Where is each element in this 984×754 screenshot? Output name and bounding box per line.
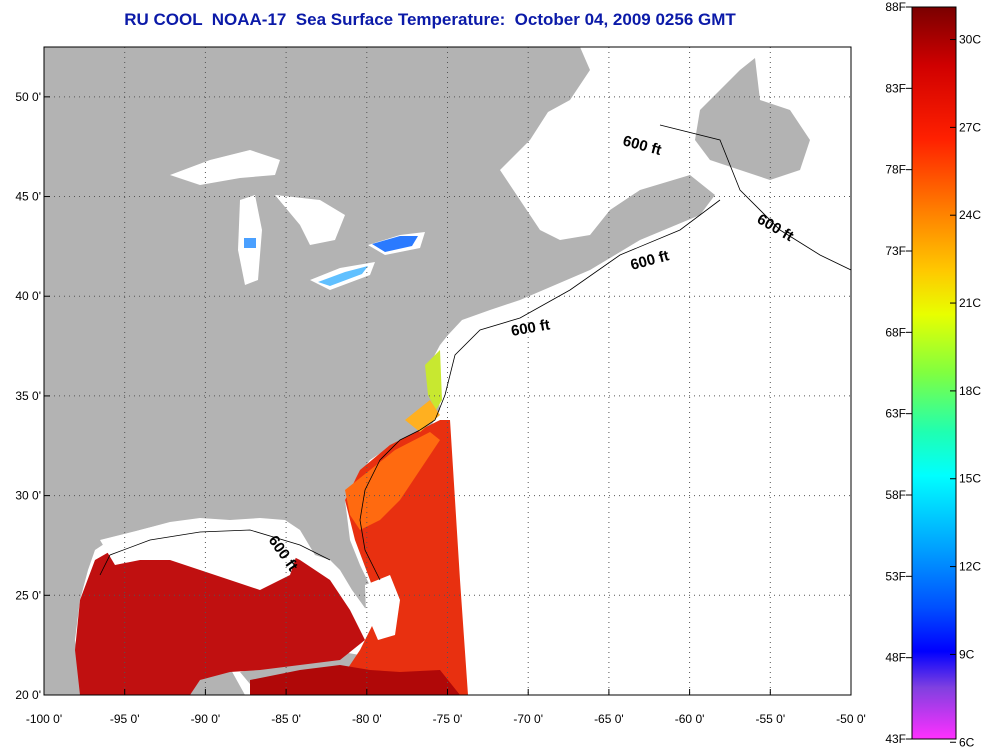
isobath-label: 600 ft <box>510 316 552 340</box>
gulf-st-lawrence <box>560 90 690 175</box>
lake-superior <box>170 150 280 185</box>
x-tick-label: -65 0' <box>594 712 624 726</box>
sst-atlantic-cool <box>345 432 440 530</box>
lake-michigan-sst <box>244 238 256 248</box>
colorbar <box>911 6 957 740</box>
colorbar-f-label: 43F <box>885 732 906 746</box>
grid-lines <box>44 47 851 695</box>
sst-gulf-of-mexico <box>75 535 365 695</box>
sst-gulf-cloud <box>100 520 300 590</box>
colorbar-f-label: 48F <box>885 651 906 665</box>
lake-huron <box>275 195 345 245</box>
x-tick-label: -100 0' <box>26 712 62 726</box>
map-title: RU COOL NOAA-17 Sea Surface Temperature:… <box>124 10 736 29</box>
colorbar-f-label: 88F <box>885 0 906 14</box>
x-tick-label: -70 0' <box>513 712 543 726</box>
colorbar-f-label: 63F <box>885 407 906 421</box>
x-tick-label: -50 0' <box>836 712 866 726</box>
colorbar-c-label: 21C <box>959 296 981 310</box>
y-tick-label: 35 0' <box>15 389 41 403</box>
colorbar-f-label: 78F <box>885 163 906 177</box>
lake-ontario-sst <box>372 236 418 252</box>
colorbar-f-label: 68F <box>885 325 906 339</box>
y-tick-label: 20 0' <box>15 688 41 702</box>
y-axis-ticks: 50 0' 45 0' 40 0' 35 0' 30 0' 25 0' 20 0' <box>15 90 50 702</box>
land-mass <box>44 47 715 695</box>
y-tick-label: 45 0' <box>15 190 41 204</box>
sst-nc-shelf <box>405 400 440 432</box>
y-tick-label: 30 0' <box>15 489 41 503</box>
x-tick-label: -60 0' <box>675 712 705 726</box>
colorbar-c-label: 6C <box>959 735 975 749</box>
colorbar-c-label: 18C <box>959 384 981 398</box>
colorbar-c-label: 30C <box>959 33 981 47</box>
sst-chesapeake <box>425 350 442 410</box>
isobath-600ft <box>99 124 851 581</box>
lake-erie-sst <box>318 266 368 286</box>
x-tick-label: -55 0' <box>755 712 785 726</box>
x-tick-label: -90 0' <box>191 712 221 726</box>
colorbar-c-label: 12C <box>959 560 981 574</box>
colorbar-c-label: 24C <box>959 208 981 222</box>
y-tick-label: 50 0' <box>15 90 41 104</box>
y-tick-label: 40 0' <box>15 289 41 303</box>
x-tick-label: -80 0' <box>352 712 382 726</box>
sst-florida-cloud <box>365 575 400 640</box>
x-axis-ticks: -100 0' -95 0' -90 0' -85 0' -80 0' -75 0' -70… <box>26 689 866 726</box>
x-tick-label: -85 0' <box>271 712 301 726</box>
colorbar-fahrenheit-labels: 88F 83F 78F 73F 68F 63F 58F 53F 48F 43F <box>885 0 912 746</box>
colorbar-f-label: 58F <box>885 488 906 502</box>
colorbar-c-label: 15C <box>959 472 981 486</box>
sst-caribbean <box>250 665 460 695</box>
y-tick-label: 25 0' <box>15 588 41 602</box>
colorbar-f-label: 53F <box>885 569 906 583</box>
colorbar-c-label: 27C <box>959 120 981 134</box>
colorbar-f-label: 83F <box>885 81 906 95</box>
colorbar-c-label: 9C <box>959 647 975 661</box>
colorbar-f-label: 73F <box>885 244 906 258</box>
x-tick-label: -75 0' <box>433 712 463 726</box>
colorbar-celsius-labels: 30C 27C 24C 21C 18C 15C 12C 9C 6C <box>950 33 981 749</box>
x-tick-label: -95 0' <box>110 712 140 726</box>
